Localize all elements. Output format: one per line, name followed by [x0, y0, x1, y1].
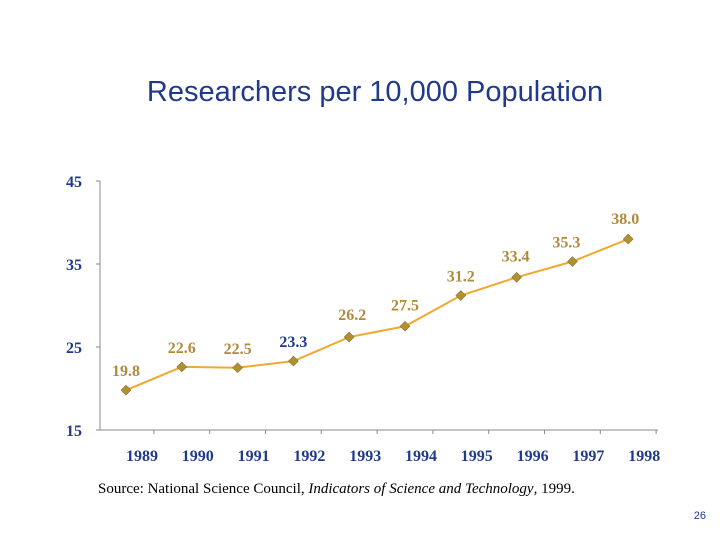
data-point — [232, 362, 243, 374]
series-line — [125, 238, 629, 392]
source-prefix: Source: National Science Council, — [98, 481, 309, 497]
x-tick-label: 1993 — [349, 448, 381, 465]
data-label: 22.5 — [224, 341, 252, 358]
source-note: Source: National Science Council, Indica… — [98, 481, 575, 498]
x-tick-label: 1991 — [238, 448, 270, 465]
x-tick-label: 1996 — [517, 448, 549, 465]
x-tick-label: 1994 — [405, 448, 437, 465]
x-tick-label: 1995 — [461, 448, 493, 465]
data-point — [176, 361, 188, 373]
data-label: 35.3 — [552, 235, 580, 252]
data-label: 31.2 — [447, 269, 475, 286]
data-label: 23.3 — [279, 334, 307, 351]
data-point — [399, 320, 411, 332]
data-point — [511, 271, 522, 283]
x-tick-label: 1997 — [572, 448, 604, 465]
data-label: 38.0 — [611, 211, 639, 228]
page-number: 26 — [693, 510, 706, 522]
data-label: 26.2 — [338, 307, 366, 324]
source-publication: Indicators of Science and Technology — [308, 481, 534, 497]
data-point — [288, 355, 299, 367]
y-tick-label: 25 — [66, 340, 82, 357]
data-point — [120, 384, 132, 396]
data-label: 27.5 — [391, 297, 419, 314]
data-label: 19.8 — [112, 363, 140, 380]
data-point — [622, 233, 634, 245]
x-tick-label: 1992 — [293, 448, 325, 465]
chart-title: Researchers per 10,000 Population — [146, 76, 604, 108]
data-point — [343, 331, 355, 343]
y-tick-label: 15 — [66, 423, 82, 440]
source-suffix: , 1999. — [533, 481, 575, 497]
data-label: 22.6 — [168, 340, 196, 357]
x-tick-label: 1998 — [628, 448, 660, 465]
data-label: 33.4 — [502, 248, 530, 265]
y-tick-label: 45 — [66, 174, 82, 191]
data-point — [567, 256, 578, 267]
x-tick-label: 1989 — [126, 448, 158, 465]
data-point — [455, 290, 467, 301]
x-tick-label: 1990 — [182, 448, 214, 465]
y-tick-label: 35 — [66, 257, 82, 274]
